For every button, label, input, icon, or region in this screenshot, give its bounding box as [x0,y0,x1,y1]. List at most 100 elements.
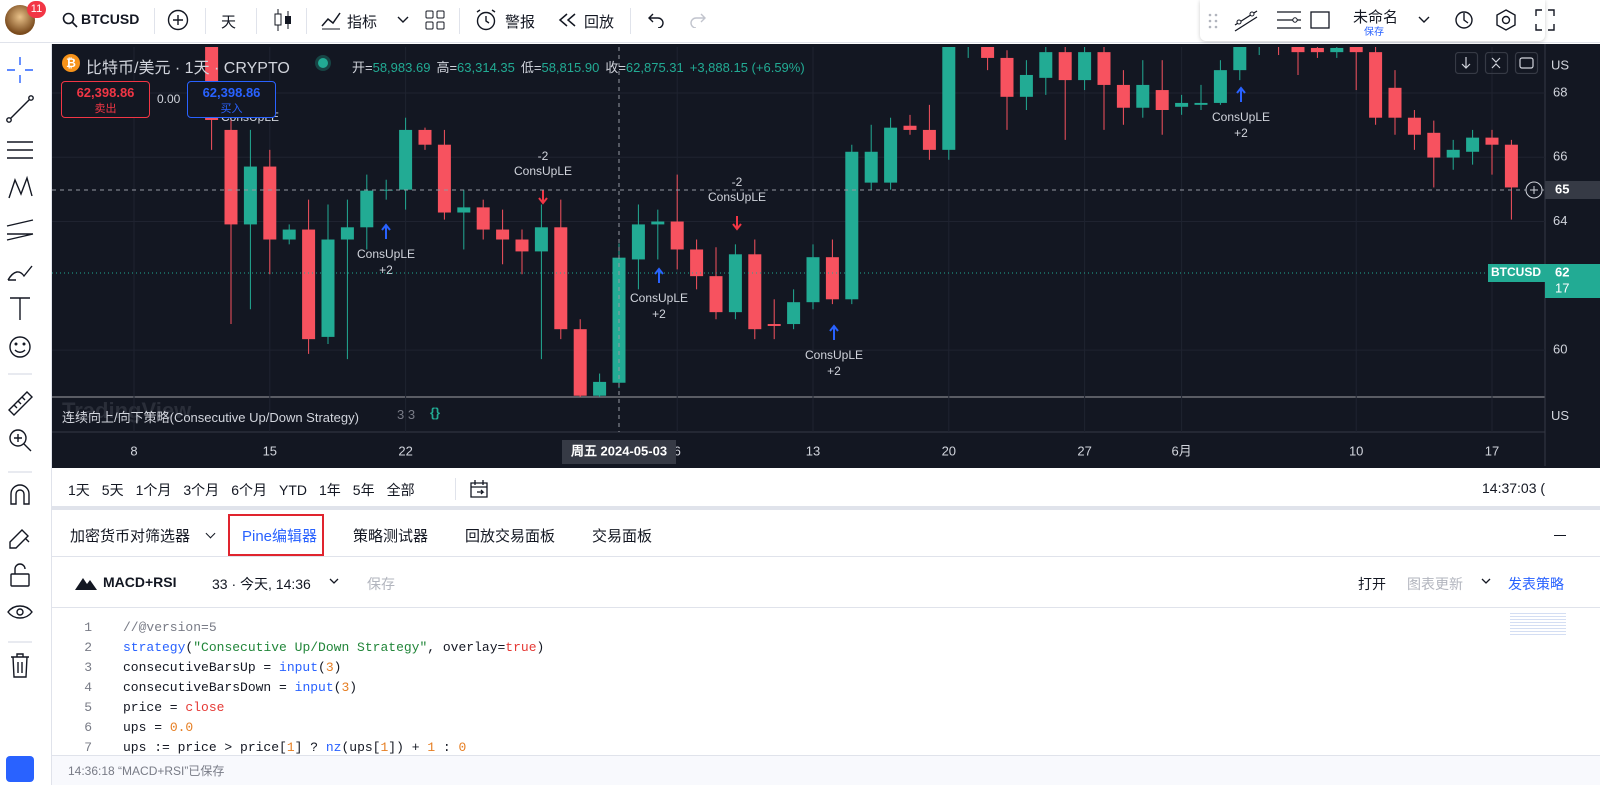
chart-update-button[interactable]: 图表更新 [1407,576,1463,592]
lock-draw-tool[interactable] [9,529,30,549]
trend-tool[interactable] [1233,7,1259,33]
range-bar: 1天 5天 1个月 3个月 6个月 YTD 1年 5年 全部 14:37:03 ( [52,468,1600,510]
top-bar: 11 BTCUSD 天 指标 警报 回放 未命名 保存 [0,0,1600,43]
alert-icon[interactable] [474,8,498,32]
chart-background [52,44,1600,468]
chevron[interactable] [1418,15,1430,25]
publish-button[interactable]: 发表策略 [1508,576,1564,592]
range-button[interactable]: 5天 [101,482,124,498]
ohlc-value: 58,815.90 [541,60,600,75]
layout-name[interactable]: 未命名 [1353,9,1399,26]
code-token: 1 [427,740,436,755]
save-button[interactable]: 保存 [367,576,395,592]
line-number: 1 [84,620,92,635]
lines-tool[interactable] [1275,7,1303,33]
alert[interactable]: 警报 [505,14,536,31]
search-icon[interactable] [62,12,78,28]
indicator-title[interactable]: 连续向上/向下策略(Consecutive Up/Down Strategy) [62,410,359,425]
chevron[interactable] [329,578,339,586]
fib-tool[interactable] [7,141,33,159]
ruler-tool[interactable] [8,391,33,416]
goto-date[interactable] [468,478,490,500]
code-editor[interactable]: 1//@version=5 2 strategy("Consecutive Up/D… [52,609,1600,755]
brush-tool[interactable] [7,265,33,281]
tab[interactable]: 加密货币对筛选器 [70,528,191,545]
replay[interactable]: 回放 [584,14,615,31]
range-button[interactable]: 3个月 [183,482,220,498]
visibility-tool[interactable] [7,605,33,619]
trendline-tool[interactable] [6,95,34,123]
open-button[interactable]: 打开 [1358,576,1386,592]
code-token: , overlay= [427,640,506,655]
candle-body [1427,132,1441,158]
tab[interactable]: 策略测试器 [353,528,429,545]
add-symbol[interactable] [167,9,189,31]
tab[interactable]: Pine编辑器 [242,528,318,545]
code-text: strategy("Consecutive Up/Down Strategy",… [123,640,544,655]
candle-body [496,229,510,240]
tab-chevron[interactable] [205,528,216,539]
range-button[interactable]: 1天 [68,482,90,498]
market-status[interactable] [318,58,328,68]
magnet-tool[interactable] [10,484,30,505]
replay-icon[interactable] [558,12,578,28]
minimize[interactable] [1554,535,1566,536]
crosshair-tool[interactable] [7,57,33,83]
range-button[interactable]: 全部 [386,482,415,498]
indicators[interactable]: 指标 [347,14,378,31]
symbol[interactable]: BTCUSD [81,11,140,27]
quick-search[interactable] [1452,8,1476,32]
chevron[interactable] [1481,578,1491,586]
indicators-icon[interactable] [320,9,342,31]
pattern-tool[interactable] [8,175,33,199]
clock[interactable]: 14:37:03 ( [1482,480,1546,496]
drag-handle[interactable] [1208,13,1218,29]
lock-tool[interactable] [10,563,30,587]
range-button[interactable]: 6个月 [231,482,267,498]
range-button[interactable]: 5年 [352,482,375,498]
code-token: ups := price > price[ [123,740,287,755]
symbol-title[interactable]: 比特币/美元 · 1天 · CRYPTO [86,60,290,77]
range-button[interactable]: YTD [278,482,307,498]
layouts-icon[interactable] [425,10,445,30]
x-tick-label: 17 [1485,443,1499,458]
code-text: consecutiveBarsDown = input(3) [123,680,357,695]
interval[interactable]: 天 [221,14,237,31]
signal-arrow [1236,86,1246,102]
projection-tool[interactable] [6,219,34,241]
code-token: //@version=5 [123,620,217,635]
code-token: (ups[ [341,740,381,755]
pine-logo [75,578,97,590]
code-token: ) [536,640,545,655]
source-code-icon[interactable]: {} [429,405,441,420]
candle-body [806,257,820,303]
delete-tool[interactable] [11,653,29,678]
coin-icon: ₿ [62,54,80,72]
tab[interactable]: 回放交易面板 [465,528,556,545]
settings[interactable] [1494,8,1518,32]
x-tick-label: 22 [398,443,412,458]
emoji-tool[interactable] [9,336,31,358]
candle-body [631,224,645,260]
script-version[interactable]: 33 · 今天, 14:36 [212,576,311,592]
range-button[interactable]: 1个月 [135,482,172,498]
code-token: strategy [123,640,186,655]
tab[interactable]: 交易面板 [592,528,653,545]
divider [154,8,155,34]
range-button[interactable]: 1年 [318,482,341,498]
code-text: //@version=5 [123,620,217,635]
chart-type[interactable] [272,7,294,33]
candle-body [554,227,568,330]
rect-tool[interactable] [1310,11,1330,29]
zoom-tool[interactable] [9,429,32,452]
minimap[interactable] [1510,611,1566,635]
sell-button[interactable]: 62,398.86 卖出 [61,81,150,118]
undo[interactable] [647,12,665,28]
script-name[interactable]: MACD+RSI [103,574,177,590]
hotlist-button[interactable] [6,756,34,782]
text-tool[interactable] [10,297,30,320]
fullscreen[interactable] [1534,8,1556,32]
code-token: ( [333,680,342,695]
buy-button[interactable]: 62,398.86 买入 [187,81,276,118]
chevron[interactable] [397,15,409,25]
